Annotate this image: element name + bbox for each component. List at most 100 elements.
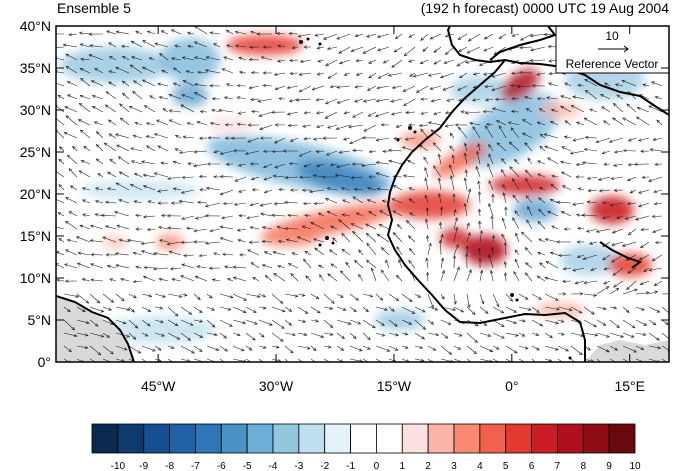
wind-vector	[544, 145, 559, 152]
wind-vector	[315, 149, 325, 154]
wind-vector	[287, 123, 299, 128]
wind-vector	[457, 33, 468, 40]
wind-vector	[524, 272, 533, 282]
wind-vector	[652, 228, 663, 233]
wind-vector	[608, 137, 624, 143]
wind-vector	[230, 136, 247, 140]
wind-vector	[350, 46, 364, 52]
wind-vector	[366, 33, 377, 38]
wind-vector	[648, 176, 663, 183]
wind-vector	[624, 215, 637, 220]
wind-vector	[284, 293, 299, 298]
wind-vector	[167, 332, 181, 340]
wind-vector	[387, 72, 403, 77]
wind-vector	[638, 189, 650, 194]
wind-vector	[622, 319, 636, 329]
wind-vector	[104, 104, 117, 113]
wind-vector	[76, 319, 90, 325]
wind-vector	[406, 160, 416, 165]
wind-vector	[325, 150, 338, 156]
wind-vector	[518, 319, 526, 323]
wind-vector	[398, 259, 403, 269]
wind-vector	[247, 123, 260, 127]
wind-vector	[601, 215, 611, 220]
lat-tick-label: 0°	[38, 354, 51, 370]
wind-vector	[95, 143, 104, 152]
wind-vector	[89, 332, 105, 338]
wind-vector	[575, 175, 585, 179]
wind-vector	[376, 33, 390, 38]
wind-vector	[518, 345, 529, 350]
wind-vector	[247, 137, 260, 143]
wind-vector	[219, 189, 234, 196]
wind-vector	[167, 345, 175, 349]
wind-vector	[58, 184, 65, 191]
wind-vector	[512, 217, 520, 230]
wind-vector	[418, 123, 429, 128]
colorbar-swatch	[117, 423, 145, 454]
wind-vector	[259, 124, 273, 131]
wind-vector	[377, 46, 390, 52]
wind-vector	[291, 252, 299, 256]
wind-vector	[539, 145, 546, 152]
wind-vector	[135, 227, 143, 231]
wind-vector	[286, 111, 299, 116]
wind-vector	[108, 133, 117, 139]
wind-vector	[248, 57, 260, 62]
wind-vector	[349, 306, 357, 313]
wind-vector	[343, 111, 351, 115]
wind-vector	[576, 254, 585, 258]
wind-vector	[232, 293, 248, 301]
wind-vector	[430, 98, 442, 103]
colorbar-label: 3	[451, 461, 457, 471]
wind-vector	[180, 104, 195, 113]
wind-vector	[222, 201, 234, 206]
wind-vector	[237, 163, 247, 167]
wind-vector	[114, 252, 130, 256]
wind-vector	[250, 262, 260, 269]
wind-vector	[375, 98, 390, 103]
wind-vector	[496, 142, 507, 152]
wind-vector	[358, 273, 364, 282]
wind-vector	[596, 306, 607, 311]
wind-vector	[560, 171, 572, 178]
wind-vector	[193, 83, 208, 87]
wind-vector	[424, 194, 429, 204]
wind-vector	[446, 98, 455, 102]
wind-vector	[492, 345, 500, 350]
wind-vector	[171, 278, 182, 282]
colorbar-label: -8	[165, 461, 174, 471]
anomaly-patch	[463, 235, 507, 265]
wind-vector	[611, 241, 624, 247]
wind-vector	[209, 84, 221, 88]
wind-vector	[392, 232, 403, 243]
wind-vector	[122, 92, 130, 100]
colorbar-label: -1	[346, 461, 355, 471]
wind-vector	[81, 187, 91, 191]
wind-vector	[260, 212, 273, 217]
wind-vector	[437, 177, 442, 191]
wind-vector	[94, 68, 104, 74]
wind-vector	[321, 175, 338, 179]
lat-tick-label: 5°N	[28, 312, 52, 328]
wind-vector	[128, 306, 135, 313]
wind-vector	[79, 43, 91, 48]
wind-vector	[89, 293, 101, 304]
wind-vector	[635, 291, 650, 295]
wind-vector	[457, 85, 468, 91]
wind-vector	[277, 239, 286, 244]
coastlines	[56, 26, 669, 362]
wind-vector	[408, 33, 416, 38]
wind-vector	[501, 158, 507, 165]
wind-vector	[412, 72, 429, 78]
wind-vector	[115, 319, 127, 325]
wind-vector	[488, 253, 494, 269]
wind-vector	[375, 161, 390, 165]
wind-vector	[525, 195, 533, 204]
wind-vector	[485, 122, 494, 127]
wind-vector	[466, 293, 471, 309]
wind-vector	[323, 33, 338, 40]
wind-vector	[219, 358, 225, 362]
wind-vector	[477, 247, 482, 256]
wind-vector	[609, 306, 618, 310]
